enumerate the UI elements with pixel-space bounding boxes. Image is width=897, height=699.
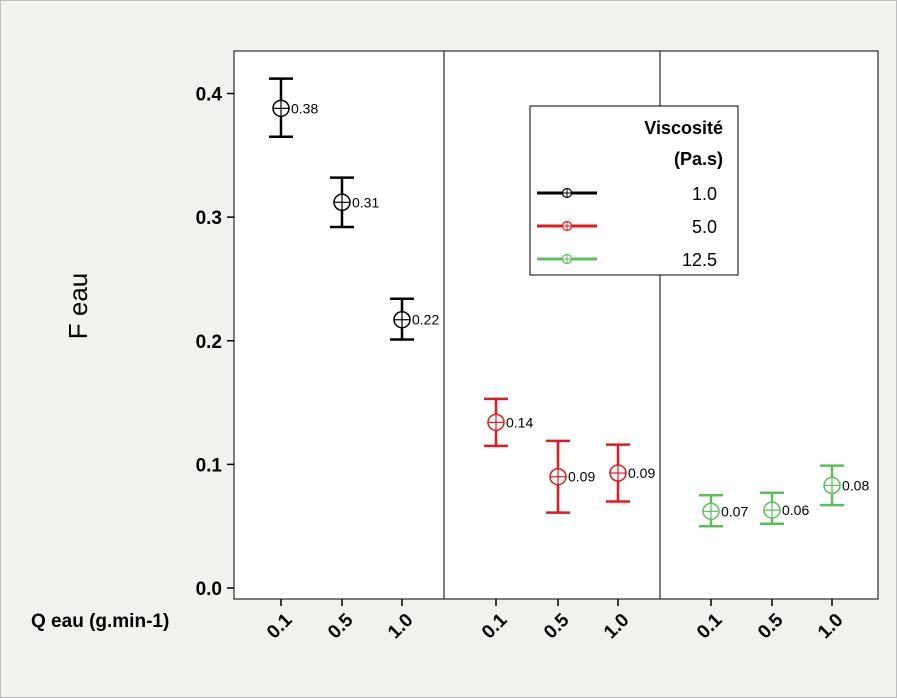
y-tick-label: 0.3: [196, 208, 222, 229]
data-label: 0.31: [352, 194, 379, 210]
x-tick-label: 1.0: [814, 610, 848, 644]
legend-label: 1.0: [692, 184, 717, 204]
y-axis-label: F eau: [63, 273, 93, 340]
data-point: 0.09: [546, 439, 595, 514]
data-point: 0.07: [699, 494, 748, 528]
x-axis: 0.1 0.5 1.0 0.1 0.5 1.0 0.1 0.5 1.0: [263, 599, 848, 643]
data-point: 0.38: [269, 77, 318, 139]
data-point: 0.14: [484, 397, 533, 448]
legend-title: Viscosité: [644, 118, 723, 138]
data-label: 0.09: [568, 469, 595, 485]
data-label: 0.14: [506, 414, 533, 430]
y-axis: 0.0 0.1 0.2 0.3 0.4: [196, 85, 234, 600]
legend-entries: 1.0 5.0 12.5: [537, 184, 717, 270]
legend-entry: 1.0: [537, 184, 717, 204]
x-tick-label: 1.0: [384, 610, 418, 644]
legend-entry: 12.5: [537, 250, 717, 270]
x-tick-label: 0.5: [754, 609, 788, 643]
legend-label: 5.0: [692, 217, 717, 237]
legend-entry: 5.0: [537, 217, 717, 237]
legend-subtitle: (Pa.s): [674, 149, 723, 169]
data-marks: 0.38 0.31 0.22 0.14 0.09 0.09 0.07 0.06 0.08: [269, 77, 869, 528]
y-tick-label: 0.4: [196, 85, 223, 106]
data-point: 0.06: [760, 491, 809, 525]
y-tick-label: 0.2: [196, 332, 222, 353]
data-label: 0.08: [842, 477, 869, 493]
data-point: 0.09: [606, 443, 655, 503]
x-tick-label: 1.0: [600, 610, 634, 644]
x-tick-label: 0.1: [693, 609, 727, 643]
x-tick-label: 0.1: [263, 609, 297, 643]
x-axis-title: Q eau (g.min-1): [31, 611, 169, 632]
data-point: 0.08: [820, 464, 869, 507]
data-label: 0.38: [291, 100, 318, 116]
legend-label: 12.5: [682, 250, 717, 270]
data-label: 0.22: [412, 312, 439, 328]
data-point: 0.22: [390, 297, 439, 341]
data-label: 0.06: [782, 502, 809, 518]
x-tick-label: 0.1: [478, 609, 512, 643]
y-tick-label: 0.0: [196, 579, 222, 600]
data-point: 0.31: [330, 176, 379, 229]
data-label: 0.07: [721, 503, 748, 519]
y-tick-label: 0.1: [196, 455, 223, 476]
x-tick-label: 0.5: [324, 609, 358, 643]
x-tick-label: 0.5: [540, 609, 574, 643]
legend: Viscosité (Pa.s) 1.0 5.0 12.5: [529, 105, 739, 276]
data-label: 0.09: [628, 465, 655, 481]
